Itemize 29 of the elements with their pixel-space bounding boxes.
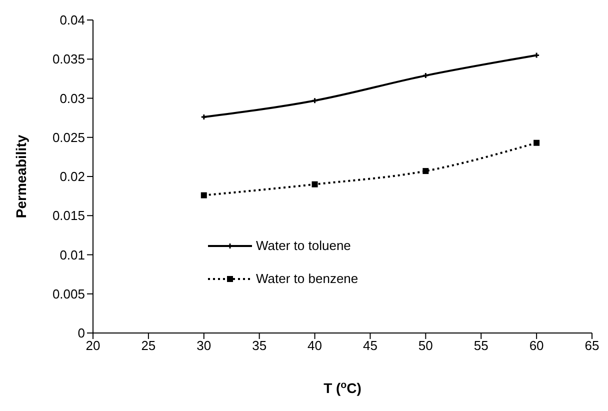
legend-label: Water to toluene <box>256 238 351 253</box>
legend-label: Water to benzene <box>256 271 358 286</box>
x-tick-label: 60 <box>529 338 544 354</box>
y-tick-label: 0.035 <box>52 52 85 67</box>
y-tick-label: 0 <box>78 326 85 341</box>
point <box>422 72 429 79</box>
y-tick-label: 0.03 <box>60 90 85 106</box>
point <box>312 97 318 104</box>
y-tick-label: 0.01 <box>60 247 85 262</box>
point <box>200 192 207 198</box>
x-tick-label: 65 <box>584 338 600 354</box>
x-tick-label: 30 <box>196 338 212 354</box>
x-tick-label: 20 <box>86 338 100 354</box>
x-tick-label: 45 <box>362 338 378 354</box>
x-tick-label: 35 <box>252 338 267 354</box>
point <box>422 168 429 174</box>
point <box>534 140 540 146</box>
point <box>312 181 318 188</box>
y-axis-title: Permeability <box>13 134 29 218</box>
y-tick-label: 0.015 <box>52 208 85 224</box>
x-tick-label: 40 <box>308 338 322 354</box>
y-tick-label: 0.04 <box>60 12 85 28</box>
y-tick-label: 0.005 <box>52 286 85 302</box>
x-tick-label: 50 <box>418 338 433 354</box>
x-tick-label: 55 <box>474 338 488 354</box>
x-axis-title: T ($^{o}$C) <box>324 380 362 396</box>
y-tick-label: 0.025 <box>52 130 85 145</box>
x-tick-label: 25 <box>141 338 156 354</box>
y-tick-label: 0.02 <box>60 169 85 184</box>
